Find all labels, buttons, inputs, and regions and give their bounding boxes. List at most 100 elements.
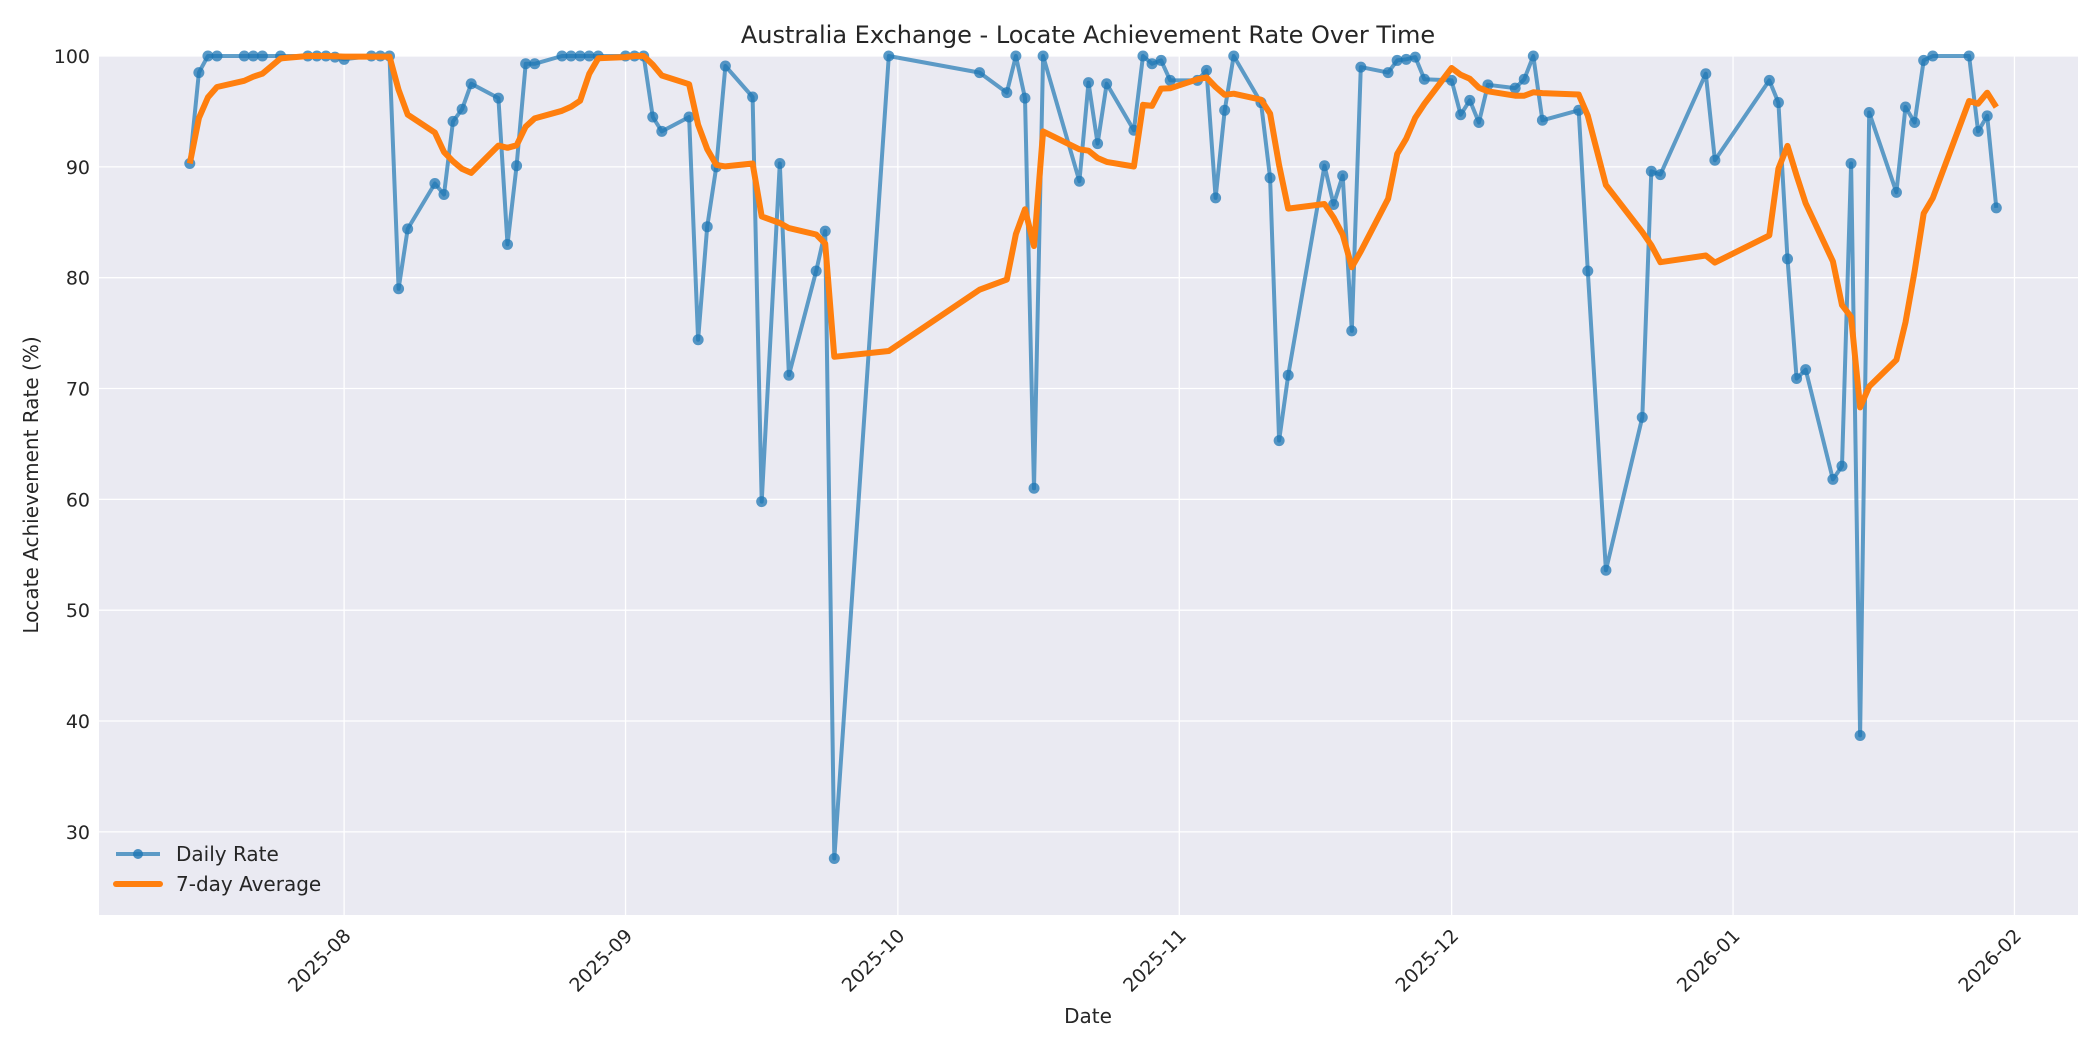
daily-rate-point	[1473, 117, 1485, 129]
y-tick-label: 60	[66, 489, 90, 511]
daily-rate-point	[656, 125, 668, 137]
daily-rate-point	[810, 265, 822, 277]
daily-rate-point	[1800, 364, 1812, 376]
legend-average-label: 7-day Average	[176, 872, 321, 896]
daily-rate-point	[1101, 78, 1113, 90]
daily-rate-point	[1509, 82, 1521, 94]
daily-rate-point	[647, 111, 659, 123]
daily-rate-point	[502, 238, 514, 250]
daily-rate-point	[1146, 58, 1158, 70]
daily-rate-point	[211, 50, 223, 62]
legend: Daily Rate 7-day Average	[113, 842, 321, 896]
daily-rate-point	[1455, 109, 1467, 121]
daily-rate-point	[1391, 54, 1403, 66]
daily-rate-point	[202, 50, 214, 62]
y-tick-label: 90	[66, 157, 90, 179]
daily-rate-point	[1337, 170, 1349, 182]
daily-rate-point	[1527, 50, 1539, 62]
daily-rate-point	[1137, 50, 1149, 62]
daily-rate-point	[1700, 68, 1712, 80]
daily-rate-point	[1037, 50, 1049, 62]
y-tick-label: 70	[66, 379, 90, 401]
daily-rate-point	[774, 158, 786, 170]
y-tick-label: 80	[66, 268, 90, 290]
daily-rate-point	[883, 50, 895, 62]
daily-rate-point	[556, 50, 568, 62]
daily-rate-point	[756, 496, 768, 508]
daily-rate-point	[1863, 107, 1875, 119]
daily-rate-point	[1827, 473, 1839, 485]
daily-rate-point	[1346, 325, 1358, 337]
x-axis-label: Date	[1064, 1004, 1112, 1028]
daily-rate-point	[1763, 74, 1775, 86]
daily-rate-point	[819, 225, 831, 237]
daily-rate-point	[393, 283, 405, 295]
daily-rate-point	[574, 50, 586, 62]
daily-rate-point	[247, 50, 259, 62]
daily-rate-point	[429, 177, 441, 189]
daily-rate-point	[1890, 186, 1902, 198]
daily-rate-point	[1019, 92, 1031, 104]
daily-rate-point	[1918, 54, 1930, 66]
daily-rate-point	[1446, 74, 1458, 86]
daily-rate-point	[1909, 117, 1921, 129]
daily-rate-point	[1073, 175, 1085, 187]
daily-rate-point	[1600, 564, 1612, 576]
daily-rate-point	[1582, 265, 1594, 277]
daily-rate-point	[256, 50, 268, 62]
daily-rate-point	[1400, 53, 1412, 65]
daily-rate-point	[1282, 369, 1294, 381]
daily-rate-point	[1010, 50, 1022, 62]
daily-rate-point	[1654, 169, 1666, 181]
y-tick-label: 100	[54, 46, 90, 68]
daily-rate-point	[238, 50, 250, 62]
daily-rate-point	[1319, 160, 1331, 172]
daily-rate-point	[1382, 67, 1394, 79]
chart-title: Australia Exchange - Locate Achievement …	[741, 21, 1435, 49]
daily-rate-point	[1536, 114, 1548, 126]
daily-rate-point	[529, 58, 541, 70]
daily-rate-point	[1645, 165, 1657, 177]
daily-rate-point	[683, 111, 695, 123]
daily-rate-point	[974, 67, 986, 79]
daily-rate-point	[1273, 435, 1285, 447]
daily-rate-point	[1900, 101, 1912, 113]
daily-rate-point	[1854, 729, 1866, 741]
daily-rate-point	[1418, 73, 1430, 85]
series-7-day-average	[186, 53, 1999, 411]
daily-rate-point	[456, 103, 468, 115]
daily-rate-point	[1328, 199, 1340, 211]
legend-daily-label: Daily Rate	[176, 842, 279, 866]
daily-rate-point	[438, 189, 450, 201]
daily-rate-point	[1083, 77, 1094, 89]
daily-rate-point	[692, 334, 704, 346]
daily-rate-point	[1772, 97, 1784, 109]
legend-daily-marker-icon	[133, 849, 143, 859]
daily-rate-point	[1963, 50, 1975, 62]
daily-rate-point	[1464, 94, 1476, 106]
daily-rate-point	[1972, 125, 1984, 137]
daily-rate-point	[747, 91, 759, 103]
daily-rate-point	[465, 78, 477, 90]
y-tick-label: 50	[66, 600, 90, 622]
daily-rate-point	[719, 60, 731, 72]
y-tick-label: 40	[66, 711, 90, 733]
daily-rate-point	[1028, 482, 1040, 494]
daily-rate-point	[583, 50, 595, 62]
daily-rate-point	[1791, 373, 1803, 385]
daily-rate-point	[1636, 411, 1648, 423]
daily-rate-point	[1836, 460, 1848, 472]
daily-rate-point	[828, 852, 840, 864]
daily-rate-point	[520, 58, 532, 70]
daily-rate-point	[565, 50, 577, 62]
daily-rate-point	[1709, 154, 1721, 166]
daily-rate-point	[1981, 110, 1993, 122]
daily-rate-point	[1264, 172, 1276, 184]
daily-rate-point	[1990, 202, 2002, 214]
daily-rate-point	[1201, 64, 1213, 76]
daily-rate-point	[193, 67, 205, 79]
y-axis-label: Locate Achievement Rate (%)	[19, 336, 43, 633]
daily-rate-point	[447, 115, 459, 127]
daily-rate-point	[1219, 104, 1231, 116]
